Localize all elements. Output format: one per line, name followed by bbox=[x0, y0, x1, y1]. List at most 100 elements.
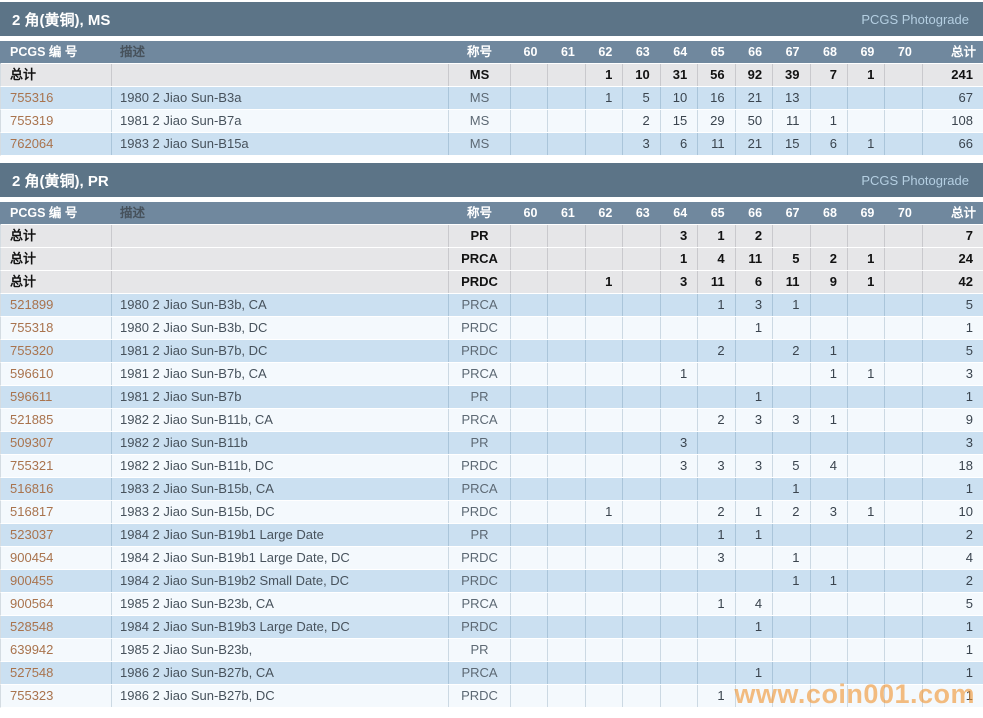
grade-count-68 bbox=[809, 593, 847, 615]
pcgs-number-link[interactable]: 755320 bbox=[10, 343, 54, 358]
coin-description: 1983 2 Jiao Sun-B15a bbox=[111, 133, 448, 155]
pcgs-number-link[interactable]: 528548 bbox=[10, 619, 54, 634]
row-total: 241 bbox=[921, 64, 983, 86]
designation-value: PRCA bbox=[448, 248, 510, 270]
grade-count-62 bbox=[584, 110, 622, 132]
grade-count-65: 1 bbox=[697, 593, 734, 615]
grade-count-65: 16 bbox=[697, 87, 734, 109]
pcgs-number-link[interactable]: 755323 bbox=[10, 688, 54, 703]
column-header-grade-66: 66 bbox=[748, 45, 763, 59]
grade-count-70 bbox=[884, 524, 921, 546]
grade-count-67: 15 bbox=[772, 133, 809, 155]
photograde-link-ms[interactable]: PCGS Photograde bbox=[861, 11, 969, 27]
pcgs-number-link[interactable]: 755319 bbox=[10, 113, 54, 128]
grade-count-62: 1 bbox=[584, 64, 622, 86]
grade-count-62 bbox=[584, 639, 622, 661]
grade-count-67: 11 bbox=[772, 110, 809, 132]
grade-count-65: 3 bbox=[697, 455, 734, 477]
grade-count-66: 1 bbox=[734, 501, 772, 523]
pcgs-number-link[interactable]: 762064 bbox=[10, 136, 54, 151]
column-header-grade-61: 61 bbox=[560, 45, 575, 59]
grade-count-65: 1 bbox=[697, 225, 734, 247]
pcgs-number-link[interactable]: 596611 bbox=[10, 389, 53, 404]
coin-row: 521885 1982 2 Jiao Sun-B11b, CA PRCA 2 3 3 1 9 bbox=[0, 409, 983, 432]
grade-count-62 bbox=[584, 248, 622, 270]
grade-count-61 bbox=[547, 133, 584, 155]
grade-count-69 bbox=[846, 616, 884, 638]
grade-count-70 bbox=[884, 616, 921, 638]
grade-count-67 bbox=[772, 593, 809, 615]
designation-value: MS bbox=[448, 87, 510, 109]
row-total: 1 bbox=[921, 685, 983, 707]
column-header-grade-65: 65 bbox=[710, 45, 725, 59]
grade-count-68: 1 bbox=[809, 340, 847, 362]
coin-row: 596610 1981 2 Jiao Sun-B7b, CA PRCA 1 1 1 3 bbox=[0, 363, 983, 386]
coin-description: 1981 2 Jiao Sun-B7a bbox=[111, 110, 448, 132]
coin-row: 528548 1984 2 Jiao Sun-B19b3 Large Date, … bbox=[0, 616, 983, 639]
grade-count-65 bbox=[697, 363, 734, 385]
grade-count-62 bbox=[584, 294, 622, 316]
total-row-prca: 总计 PRCA 1 4 11 5 2 1 24 bbox=[0, 248, 983, 271]
grade-count-69 bbox=[846, 87, 884, 109]
grade-count-69 bbox=[846, 639, 884, 661]
grade-count-66 bbox=[734, 478, 772, 500]
pcgs-number-link[interactable]: 516816 bbox=[10, 481, 54, 496]
row-total: 9 bbox=[921, 409, 983, 431]
column-header-designation: 称号 bbox=[466, 45, 492, 59]
column-header-grade-63: 63 bbox=[635, 206, 650, 220]
pcgs-number-link[interactable]: 639942 bbox=[10, 642, 54, 657]
designation-value: PRDC bbox=[448, 685, 510, 707]
coin-description: 1983 2 Jiao Sun-B15b, CA bbox=[111, 478, 448, 500]
grade-count-69: 1 bbox=[846, 64, 884, 86]
pcgs-number-link[interactable]: 521885 bbox=[10, 412, 54, 427]
grade-count-64: 6 bbox=[659, 133, 697, 155]
grade-count-69 bbox=[846, 432, 884, 454]
grade-count-62 bbox=[584, 363, 622, 385]
row-total: 4 bbox=[921, 547, 983, 569]
grade-count-64 bbox=[659, 409, 697, 431]
coin-description: 1982 2 Jiao Sun-B11b, DC bbox=[111, 455, 448, 477]
pcgs-number-link[interactable]: 509307 bbox=[10, 435, 54, 450]
pcgs-number-link[interactable]: 755318 bbox=[10, 320, 54, 335]
grade-count-70 bbox=[884, 593, 921, 615]
grade-count-64 bbox=[659, 685, 697, 707]
grade-count-64: 31 bbox=[659, 64, 697, 86]
photograde-link-pr[interactable]: PCGS Photograde bbox=[861, 172, 969, 188]
designation-value: PRCA bbox=[448, 409, 510, 431]
grade-count-65: 11 bbox=[697, 133, 734, 155]
grade-count-70 bbox=[884, 248, 921, 270]
pcgs-number-link[interactable]: 755316 bbox=[10, 90, 54, 105]
grade-count-61 bbox=[547, 570, 584, 592]
grade-count-61 bbox=[547, 87, 584, 109]
coin-row: 762064 1983 2 Jiao Sun-B15a MS 3 6 11 21 15 6 1 66 bbox=[0, 133, 983, 156]
grade-count-70 bbox=[884, 317, 921, 339]
grade-count-61 bbox=[547, 639, 584, 661]
grade-count-68: 3 bbox=[809, 501, 847, 523]
pcgs-number-link[interactable]: 900454 bbox=[10, 550, 54, 565]
grade-count-64 bbox=[659, 501, 697, 523]
grade-count-62 bbox=[584, 570, 622, 592]
grade-count-61 bbox=[547, 455, 584, 477]
pcgs-number-link[interactable]: 527548 bbox=[10, 665, 54, 680]
row-total: 5 bbox=[921, 294, 983, 316]
coin-row: 755316 1980 2 Jiao Sun-B3a MS 1 5 10 16 21 13 67 bbox=[0, 87, 983, 110]
row-total: 10 bbox=[921, 501, 983, 523]
pcgs-number-link[interactable]: 523037 bbox=[10, 527, 54, 542]
column-header-grade-60: 60 bbox=[523, 45, 538, 59]
section-header-ms: 2 角(黄铜), MS PCGS Photograde bbox=[0, 2, 983, 36]
pcgs-number-link[interactable]: 521899 bbox=[10, 297, 54, 312]
pcgs-number-link[interactable]: 900564 bbox=[10, 596, 54, 611]
coin-description: 1982 2 Jiao Sun-B11b, CA bbox=[111, 409, 448, 431]
pcgs-number-link[interactable]: 596610 bbox=[10, 366, 54, 381]
pcgs-number-link[interactable]: 900455 bbox=[10, 573, 54, 588]
row-total: 66 bbox=[921, 133, 983, 155]
grade-count-65 bbox=[697, 639, 734, 661]
grade-count-69: 1 bbox=[846, 271, 884, 293]
pcgs-number-link[interactable]: 755321 bbox=[10, 458, 54, 473]
grade-count-66: 1 bbox=[734, 386, 772, 408]
grade-count-60 bbox=[510, 294, 547, 316]
designation-value: PRCA bbox=[448, 593, 510, 615]
grade-count-62: 1 bbox=[584, 501, 622, 523]
coin-row: 509307 1982 2 Jiao Sun-B11b PR 3 3 bbox=[0, 432, 983, 455]
pcgs-number-link[interactable]: 516817 bbox=[10, 504, 54, 519]
